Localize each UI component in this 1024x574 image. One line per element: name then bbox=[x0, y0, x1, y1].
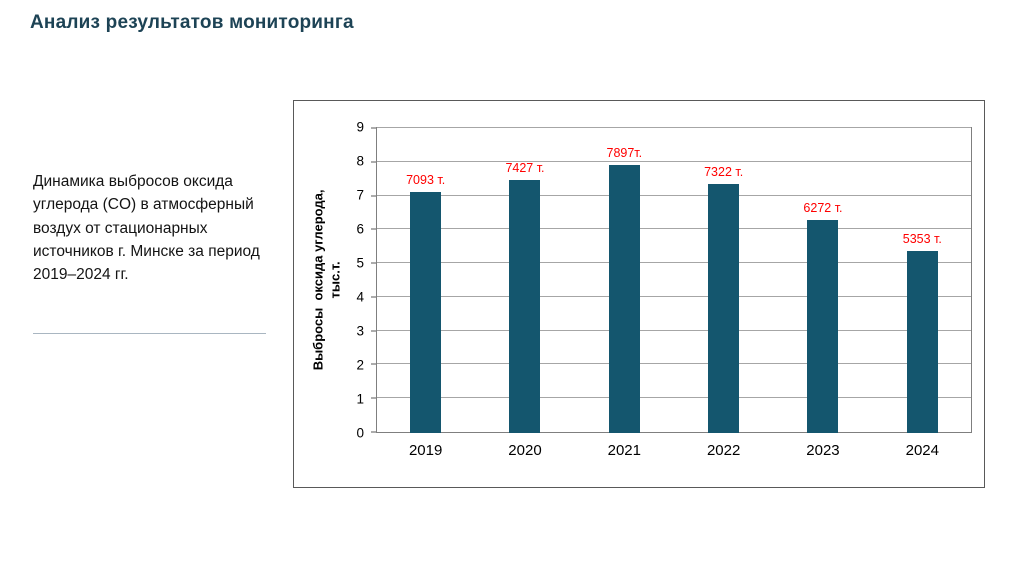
bar-value-label: 7093 т. bbox=[406, 172, 446, 187]
bar-2019: 7093 т. bbox=[406, 173, 445, 433]
x-tick-label: 2024 bbox=[905, 442, 939, 459]
bar-slot: 6272 т. bbox=[773, 127, 872, 433]
x-tick-label: 2019 bbox=[408, 442, 443, 459]
y-tick-mark bbox=[371, 296, 376, 298]
gridline bbox=[377, 397, 971, 399]
bar-slot: 7093 т. bbox=[376, 127, 475, 433]
page-title: Анализ результатов мониторинга bbox=[30, 12, 354, 33]
y-axis-ticks: 0 1 2 3 4 5 6 7 8 9 bbox=[334, 120, 368, 441]
bar-2022: 7322 т. bbox=[704, 165, 743, 433]
x-axis-ticks: 2019 2020 2021 2022 2023 2024 bbox=[376, 442, 972, 459]
gridline bbox=[377, 295, 971, 297]
gridline bbox=[377, 329, 971, 331]
bar-2021: 7897т. bbox=[607, 146, 642, 433]
y-tick-mark bbox=[371, 330, 376, 332]
y-axis-title-line1: Выбросы оксида углерода, bbox=[310, 189, 326, 371]
y-tick-mark bbox=[371, 431, 376, 433]
bar-slot: 7897т. bbox=[575, 127, 674, 433]
x-tick-label: 2020 bbox=[508, 442, 542, 459]
x-tick-label: 2021 bbox=[607, 442, 641, 459]
text-divider bbox=[33, 333, 266, 334]
gridline bbox=[377, 194, 971, 196]
bar-2023: 6272 т. bbox=[803, 201, 843, 433]
bar-2024: 5353 т. bbox=[903, 232, 942, 433]
y-tick-label: 3 bbox=[356, 323, 364, 339]
bar-value-label: 6272 т. bbox=[803, 200, 843, 215]
y-tick-mark bbox=[371, 363, 376, 365]
gridline bbox=[377, 262, 971, 264]
y-tick-label: 0 bbox=[356, 425, 364, 441]
y-tick-label: 1 bbox=[356, 391, 364, 407]
x-tick-label: 2023 bbox=[806, 442, 840, 459]
plot-area bbox=[371, 127, 972, 433]
bar-value-label: 7897т. bbox=[606, 145, 643, 160]
bar-value-label: 7427 т. bbox=[505, 161, 545, 176]
y-tick-mark bbox=[371, 127, 376, 129]
y-tick-label: 4 bbox=[356, 289, 364, 305]
y-tick-label: 9 bbox=[356, 119, 364, 135]
y-tick-mark bbox=[371, 262, 376, 264]
y-tick-label: 7 bbox=[356, 187, 364, 203]
x-tick-label: 2022 bbox=[706, 442, 741, 459]
gridline bbox=[377, 363, 971, 365]
bars-layer: 7093 т. 7427 т. 7897т. 7322 т. 6272 т. 5353 т… bbox=[376, 127, 972, 433]
bar-value-label: 7322 т. bbox=[704, 165, 744, 180]
bar-slot: 7427 т. bbox=[475, 127, 574, 433]
bar-value-label: 5353 т. bbox=[902, 232, 942, 246]
y-tick-label: 8 bbox=[356, 153, 364, 169]
y-tick-mark bbox=[371, 397, 376, 399]
bar-slot: 5353 т. bbox=[873, 127, 972, 433]
y-tick-mark bbox=[371, 161, 376, 163]
gridline bbox=[377, 160, 971, 162]
y-tick-label: 2 bbox=[356, 357, 364, 373]
gridline bbox=[377, 228, 971, 230]
y-tick-label: 5 bbox=[356, 255, 364, 271]
y-tick-mark bbox=[371, 228, 376, 230]
bar-2020: 7427 т. bbox=[505, 161, 545, 433]
y-tick-label: 6 bbox=[356, 221, 364, 237]
y-tick-mark bbox=[371, 195, 376, 197]
bar-slot: 7322 т. bbox=[674, 127, 773, 433]
description-text: Динамика выбросов оксида углерода (CO) в… bbox=[33, 173, 260, 283]
gridline bbox=[377, 127, 971, 128]
